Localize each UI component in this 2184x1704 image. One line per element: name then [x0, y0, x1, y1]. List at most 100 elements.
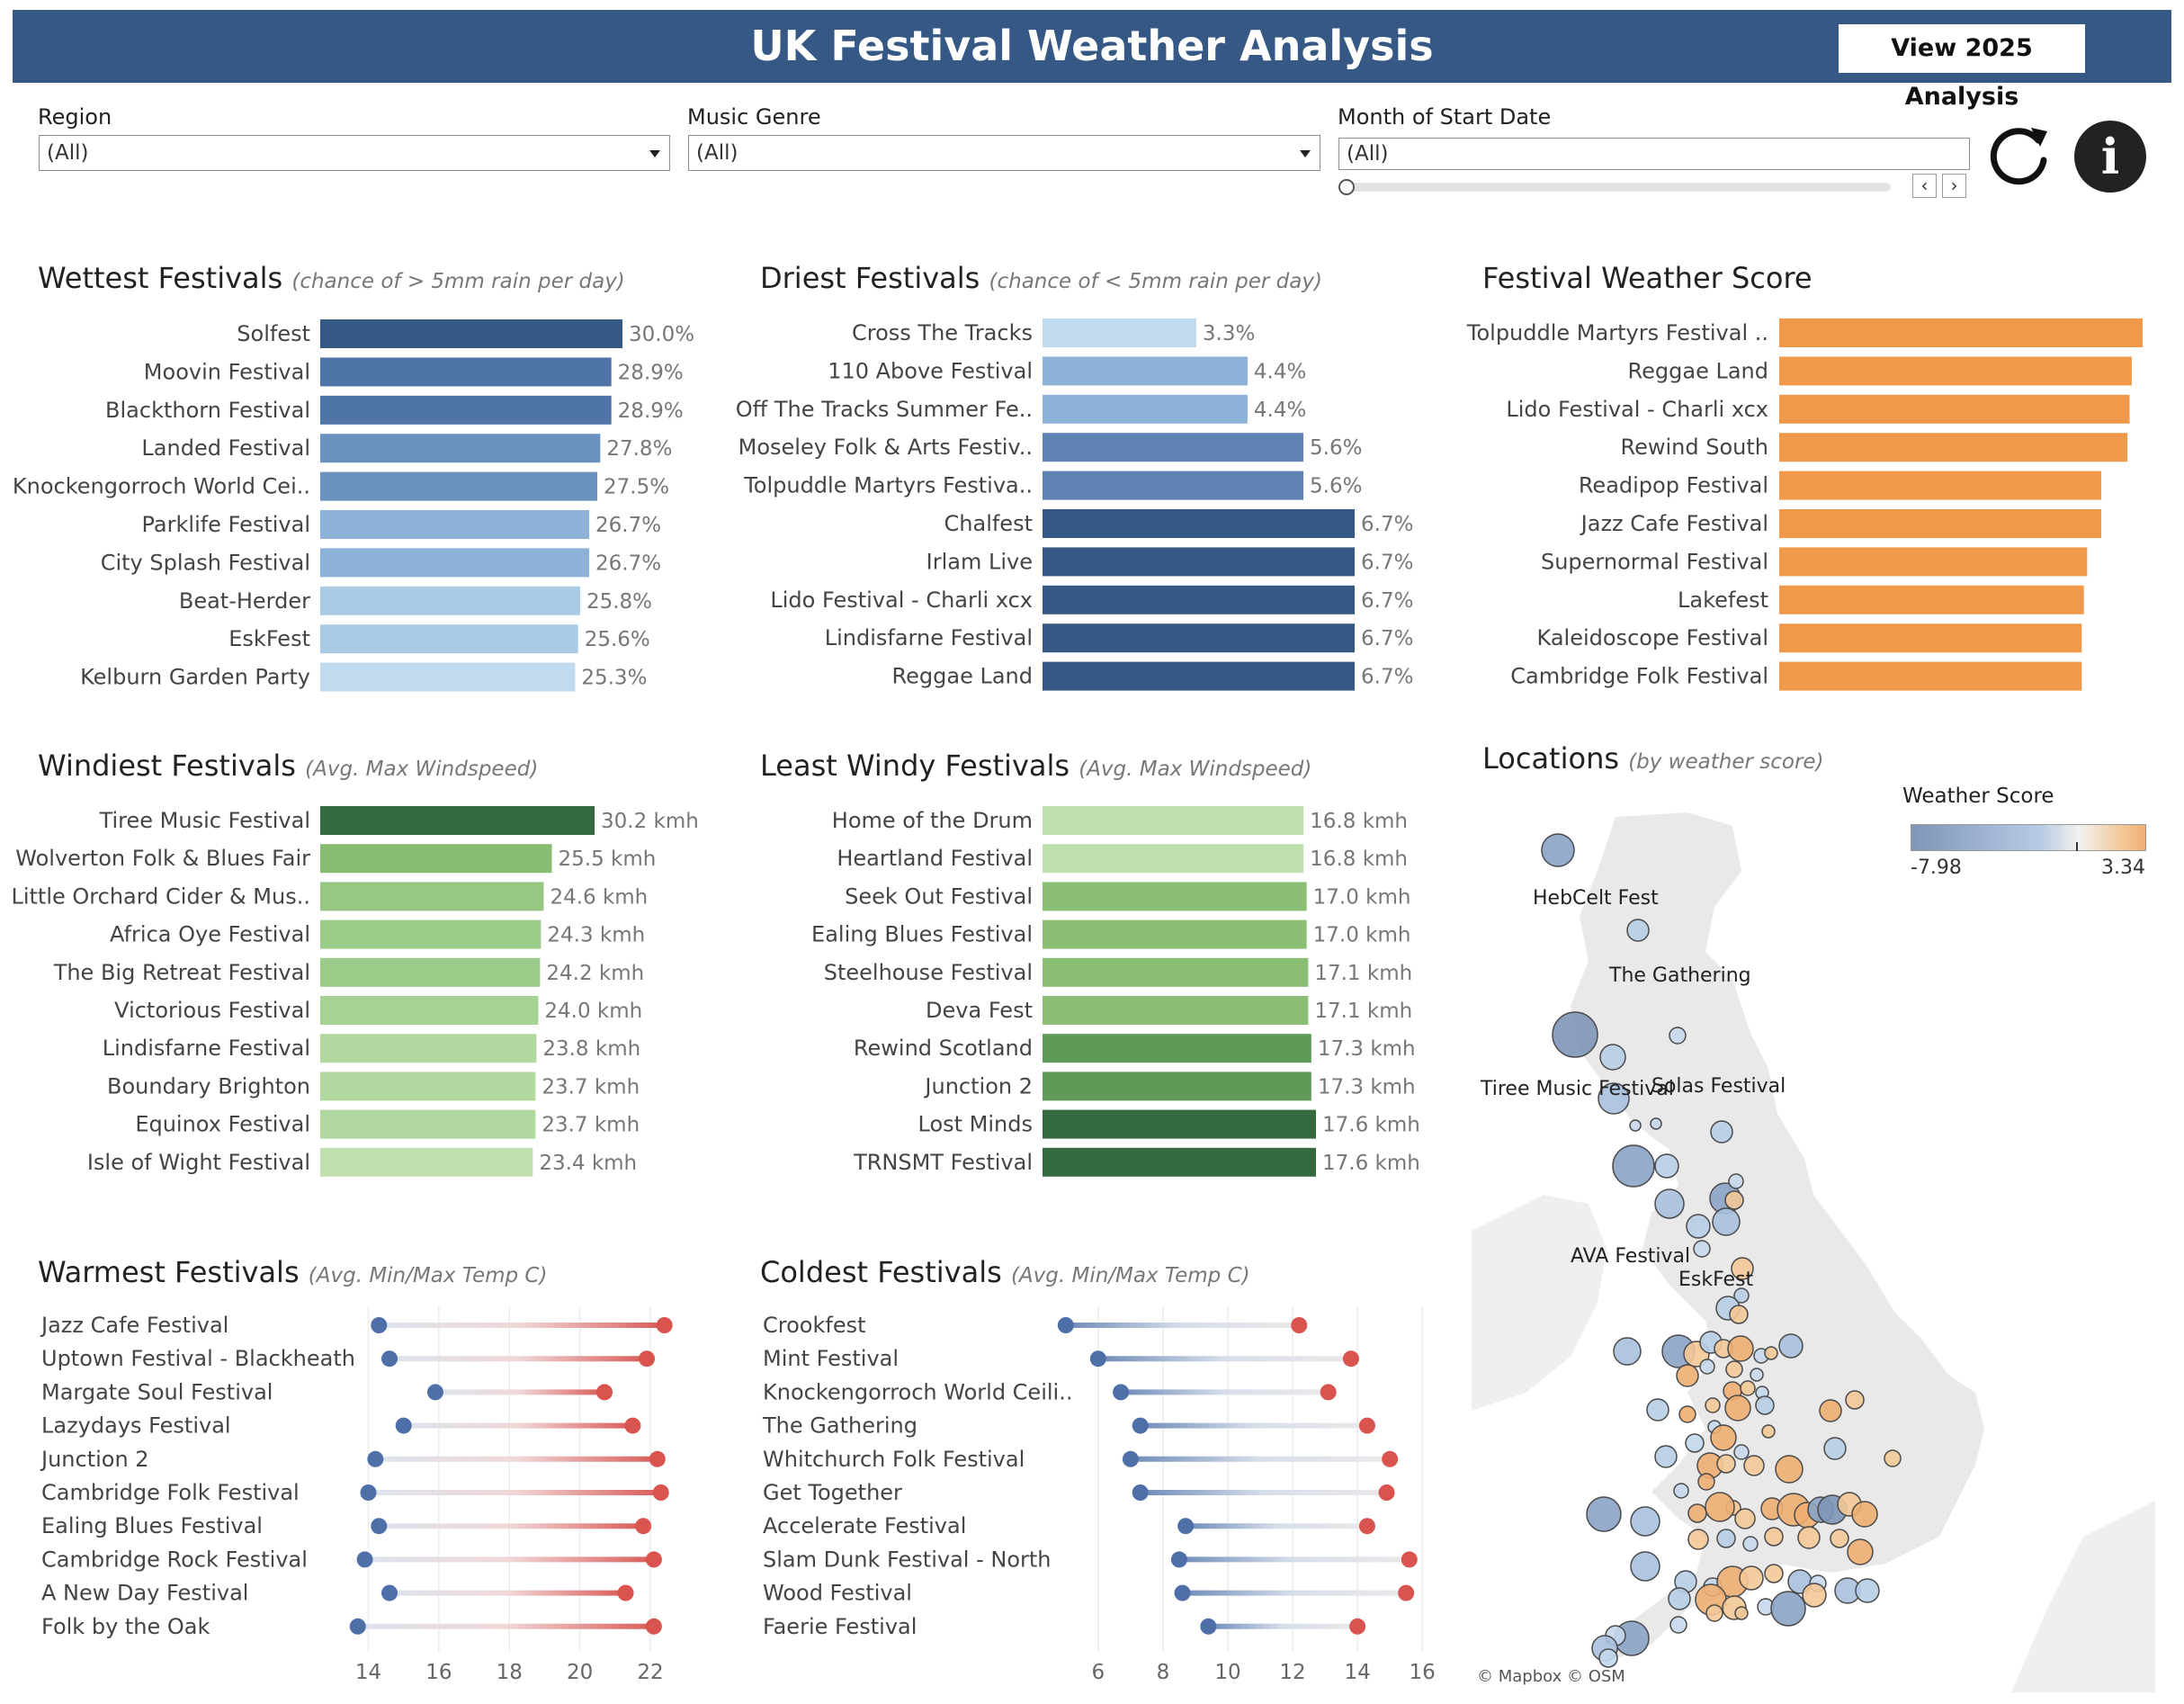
festival-location-marker[interactable] [1654, 1188, 1685, 1219]
wettest-category-label: Parklife Festival [142, 512, 310, 537]
coldest-tick-label: 14 [1344, 1661, 1370, 1684]
festival-location-marker[interactable] [1802, 1583, 1827, 1608]
month-slider-handle[interactable] [1338, 179, 1355, 195]
warmest-tick-label: 22 [637, 1661, 663, 1684]
festival-location-marker[interactable] [1851, 1501, 1878, 1528]
festival-location-marker[interactable] [1626, 919, 1650, 942]
wettest-bar [320, 662, 576, 692]
windiest-category-label: Tiree Music Festival [99, 808, 310, 833]
warmest-max-point [656, 1317, 673, 1333]
festival-location-marker[interactable] [1654, 1445, 1678, 1468]
view-2025-analysis-button[interactable]: View 2025 Analysis [1839, 24, 2085, 111]
coldest-min-point [1177, 1518, 1195, 1535]
festival-location-marker[interactable] [1739, 1565, 1764, 1591]
festival-location-marker[interactable] [1716, 1454, 1736, 1474]
score-category-label: Lido Festival - Charli xcx [1506, 397, 1768, 422]
festival-location-marker[interactable] [1761, 1424, 1776, 1439]
festival-location-marker[interactable] [1599, 1044, 1626, 1071]
festival-location-marker[interactable] [1612, 1144, 1655, 1188]
festival-location-marker[interactable] [1686, 1214, 1711, 1239]
month-slider-track[interactable] [1340, 183, 1891, 192]
festival-location-marker[interactable] [1755, 1395, 1775, 1415]
festival-location-marker[interactable] [1797, 1526, 1821, 1549]
coldest-category-label: The Gathering [762, 1413, 917, 1439]
month-prev-button[interactable]: ‹ [1912, 174, 1937, 198]
festival-location-marker[interactable] [1764, 1527, 1784, 1547]
region-filter-label: Region [38, 104, 112, 130]
least_windy-bar [1043, 1072, 1311, 1101]
festival-location-marker[interactable] [1685, 1433, 1705, 1453]
festival-location-marker[interactable] [1668, 1587, 1691, 1610]
windiest-category-label: Lindisfarne Festival [103, 1036, 310, 1061]
festival-location-marker[interactable] [1775, 1455, 1804, 1484]
festival-location-marker[interactable] [1669, 1027, 1687, 1045]
festival-location-marker[interactable] [1630, 1506, 1660, 1537]
refresh-icon[interactable] [1986, 122, 2053, 189]
festival-location-marker[interactable] [1710, 1424, 1737, 1451]
festival-location-marker[interactable] [1731, 1257, 1754, 1280]
festival-location-marker[interactable] [1724, 1395, 1751, 1421]
festival-location-marker[interactable] [1734, 1508, 1756, 1529]
festival-location-marker[interactable] [1630, 1551, 1660, 1582]
festival-location-marker[interactable] [1712, 1207, 1741, 1236]
festival-location-marker[interactable] [1823, 1437, 1847, 1460]
festival-location-marker[interactable] [1598, 1082, 1630, 1115]
festival-location-marker[interactable] [1819, 1399, 1842, 1422]
festival-location-marker[interactable] [1743, 1455, 1765, 1476]
locations-map[interactable]: HebCelt Fest The Gathering Tiree Music F… [1472, 799, 2155, 1692]
festival-location-marker[interactable] [1646, 1398, 1669, 1421]
festival-location-marker[interactable] [1705, 1604, 1723, 1622]
festival-location-marker[interactable] [1705, 1397, 1721, 1413]
festival-location-marker[interactable] [1764, 1564, 1784, 1583]
festival-location-marker[interactable] [1740, 1380, 1756, 1396]
driest-value-label: 6.7% [1361, 589, 1413, 613]
warmest-max-point [639, 1350, 656, 1368]
festival-location-marker[interactable] [1678, 1405, 1696, 1423]
festival-location-marker[interactable] [1673, 1483, 1689, 1499]
festival-location-marker[interactable] [1729, 1305, 1749, 1324]
festival-location-marker[interactable] [1697, 1473, 1715, 1491]
festival-location-marker[interactable] [1764, 1346, 1778, 1360]
genre-dropdown[interactable]: (All) [688, 135, 1320, 171]
festival-location-marker[interactable] [1725, 1360, 1743, 1378]
festival-location-marker[interactable] [1750, 1368, 1764, 1382]
festival-location-marker[interactable] [1676, 1364, 1699, 1387]
festival-location-marker[interactable] [1552, 1011, 1598, 1058]
festival-location-marker[interactable] [1650, 1117, 1662, 1130]
festival-location-marker[interactable] [1770, 1591, 1806, 1627]
info-icon[interactable]: i [2074, 121, 2146, 193]
region-dropdown-value: (All) [47, 141, 89, 165]
festival-location-marker[interactable] [1884, 1449, 1902, 1467]
festival-location-marker[interactable] [1778, 1333, 1804, 1359]
festival-location-marker[interactable] [1847, 1538, 1874, 1565]
festival-location-marker[interactable] [1693, 1240, 1711, 1258]
festival-location-marker[interactable] [1845, 1390, 1865, 1410]
festival-location-marker[interactable] [1629, 1119, 1642, 1132]
festival-location-marker[interactable] [1705, 1492, 1735, 1522]
festival-location-marker[interactable] [1733, 1287, 1750, 1304]
month-next-button[interactable]: › [1942, 174, 1966, 198]
festival-location-marker[interactable] [1724, 1190, 1744, 1210]
festival-location-marker[interactable] [1699, 1359, 1715, 1375]
festival-location-marker[interactable] [1734, 1606, 1749, 1620]
festival-location-marker[interactable] [1710, 1120, 1733, 1143]
festival-location-marker[interactable] [1727, 1335, 1754, 1362]
festival-location-marker[interactable] [1687, 1529, 1709, 1550]
festival-location-marker[interactable] [1716, 1529, 1736, 1548]
score-title-text: Festival Weather Score [1482, 261, 1813, 295]
festival-location-marker[interactable] [1654, 1153, 1679, 1179]
festival-location-marker[interactable] [1598, 1648, 1618, 1668]
festival-location-marker[interactable] [1728, 1173, 1744, 1189]
wettest-value-label: 27.5% [604, 476, 669, 499]
festival-location-marker[interactable] [1830, 1529, 1849, 1548]
festival-location-marker[interactable] [1541, 833, 1575, 867]
festival-location-marker[interactable] [1586, 1496, 1622, 1532]
month-filter-input[interactable]: (All) [1338, 138, 1970, 170]
festival-location-marker[interactable] [1669, 1616, 1687, 1634]
region-dropdown[interactable]: (All) [39, 135, 670, 171]
festival-location-marker[interactable] [1733, 1444, 1750, 1460]
coldest-category-label: Mint Festival [763, 1346, 899, 1371]
festival-location-marker[interactable] [1613, 1337, 1642, 1366]
festival-location-marker[interactable] [1855, 1578, 1880, 1603]
festival-location-marker[interactable] [1742, 1536, 1759, 1552]
